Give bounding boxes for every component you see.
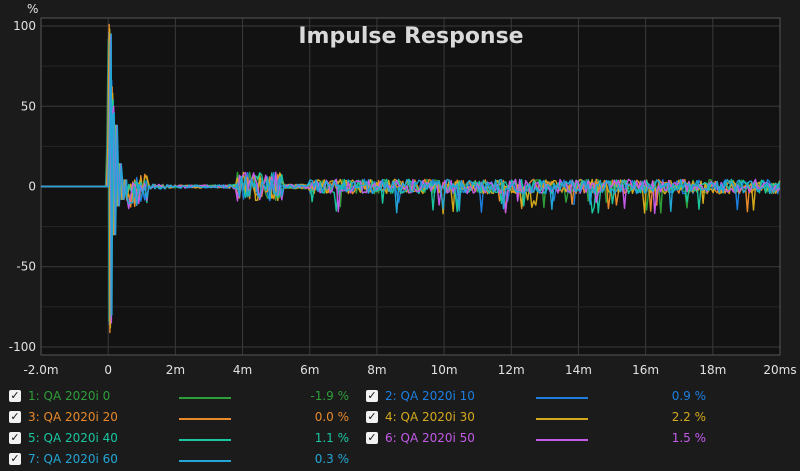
- legend-checkbox[interactable]: ✓: [9, 452, 21, 465]
- legend-checkbox[interactable]: ✓: [366, 389, 378, 402]
- x-tick-label: 12m: [498, 363, 525, 377]
- x-tick-label: 18m: [699, 363, 726, 377]
- y-tick-label: 100: [13, 19, 36, 33]
- legend-item-3[interactable]: ✓ 3: QA 2020i 20 0.0 %: [9, 408, 359, 428]
- legend-line-swatch: [179, 460, 231, 462]
- impulse-response-chart: -2.0m 0 2m 4m 6m 8m 10m 12m 14m 16m 18m 20ms 100 50 0…: [8, 2, 797, 377]
- x-tick-label: 8m: [367, 363, 386, 377]
- legend-item-7[interactable]: ✓ 7: QA 2020i 60 0.3 %: [9, 450, 359, 470]
- legend-checkbox[interactable]: ✓: [9, 410, 21, 423]
- chart-title: Impulse Response: [298, 24, 523, 49]
- legend-checkbox[interactable]: ✓: [9, 431, 21, 444]
- legend-item-2[interactable]: ✓ 2: QA 2020i 10 0.9 %: [366, 387, 716, 407]
- x-tick-label: 6m: [300, 363, 319, 377]
- legend-line-swatch: [179, 397, 231, 399]
- legend-checkbox[interactable]: ✓: [9, 389, 21, 402]
- y-axis-ticks: 100 50 0 -50 -100: [9, 19, 36, 354]
- legend-series-name: 6: QA 2020i 50: [385, 431, 475, 445]
- legend-item-6[interactable]: ✓ 6: QA 2020i 50 1.5 %: [366, 429, 716, 449]
- legend-item-5[interactable]: ✓ 5: QA 2020i 40 1.1 %: [9, 429, 359, 449]
- x-tick-label: 2m: [166, 363, 185, 377]
- legend-series-name: 5: QA 2020i 40: [28, 431, 118, 445]
- x-tick-label: 10m: [431, 363, 458, 377]
- legend-line-swatch: [179, 418, 231, 420]
- series-layer: [41, 23, 781, 334]
- legend-value: -1.9 %: [310, 389, 349, 403]
- legend-value: 0.0 %: [314, 410, 349, 424]
- legend-series-name: 4: QA 2020i 30: [385, 410, 475, 424]
- x-tick-label: 14m: [565, 363, 592, 377]
- x-tick-label: 0: [104, 363, 112, 377]
- legend-value: 2.2 %: [671, 410, 706, 424]
- legend-value: 0.9 %: [671, 389, 706, 403]
- x-tick-label: 20ms: [763, 363, 796, 377]
- legend-value: 1.1 %: [314, 431, 349, 445]
- x-tick-label: -2.0m: [23, 363, 58, 377]
- legend-value: 0.3 %: [314, 452, 349, 466]
- legend-series-name: 2: QA 2020i 10: [385, 389, 475, 403]
- legend-series-name: 3: QA 2020i 20: [28, 410, 118, 424]
- x-tick-label: 16m: [632, 363, 659, 377]
- legend-line-swatch: [536, 397, 588, 399]
- legend-line-swatch: [179, 439, 231, 441]
- legend-line-swatch: [536, 439, 588, 441]
- legend-checkbox[interactable]: ✓: [366, 410, 378, 423]
- legend-item-4[interactable]: ✓ 4: QA 2020i 30 2.2 %: [366, 408, 716, 428]
- y-tick-label: -50: [16, 260, 36, 274]
- x-axis-ticks: -2.0m 0 2m 4m 6m 8m 10m 12m 14m 16m 18m 20ms: [23, 363, 796, 377]
- legend-series-name: 7: QA 2020i 60: [28, 452, 118, 466]
- legend-item-1[interactable]: ✓ 1: QA 2020i 0 -1.9 %: [9, 387, 359, 407]
- legend-series-name: 1: QA 2020i 0: [28, 389, 111, 403]
- series-line-7: [41, 33, 781, 316]
- y-tick-label: -100: [9, 340, 36, 354]
- y-tick-label: 50: [21, 99, 36, 113]
- legend-checkbox[interactable]: ✓: [366, 431, 378, 444]
- legend-value: 1.5 %: [671, 431, 706, 445]
- legend-line-swatch: [536, 418, 588, 420]
- y-tick-label: 0: [28, 180, 36, 194]
- y-axis-label: %: [27, 2, 38, 16]
- x-tick-label: 4m: [233, 363, 252, 377]
- legend: ✓ 1: QA 2020i 0 -1.9 % ✓ 2: QA 2020i 10 0.9 %…: [0, 384, 800, 471]
